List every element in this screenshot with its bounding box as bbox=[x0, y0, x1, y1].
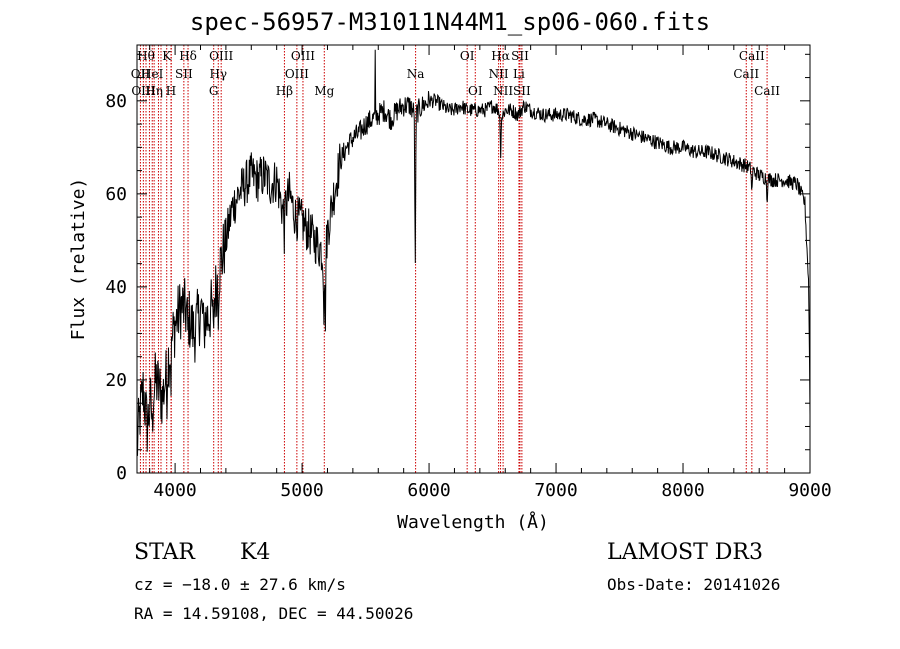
line-marker-label: SII bbox=[511, 49, 529, 63]
x-tick-label: 6000 bbox=[407, 480, 450, 501]
line-marker-label: HeI bbox=[141, 67, 164, 81]
redshift-velocity: cz = −18.0 ± 27.6 km/s bbox=[134, 575, 346, 594]
x-axis-label: Wavelength (Å) bbox=[397, 511, 549, 533]
line-marker-label: OIII bbox=[209, 49, 233, 63]
line-marker-label: Na bbox=[407, 67, 425, 81]
spectrum-line bbox=[136, 49, 811, 456]
line-marker-label: OI bbox=[468, 84, 483, 98]
coordinates: RA = 14.59108, DEC = 44.50026 bbox=[134, 604, 414, 623]
observation-date: Obs-Date: 20141026 bbox=[607, 575, 781, 594]
y-tick-label: 40 bbox=[105, 277, 127, 298]
line-marker-label: OIII bbox=[285, 67, 309, 81]
line-marker-label: Mg bbox=[314, 84, 334, 98]
y-axis-label: Flux (relative) bbox=[68, 178, 89, 341]
chart-title: spec-56957-M31011N44M1_sp06-060.fits bbox=[189, 8, 711, 36]
line-marker-label: OII bbox=[131, 67, 151, 81]
plot-frame bbox=[136, 44, 811, 474]
x-tick-label: 8000 bbox=[661, 480, 704, 501]
line-marker-label: NII bbox=[493, 84, 513, 98]
line-marker-label: Hα bbox=[491, 49, 510, 63]
line-marker-label: SII bbox=[175, 67, 193, 81]
y-tick-label: 60 bbox=[105, 184, 127, 205]
x-tick-label: 7000 bbox=[534, 480, 577, 501]
line-marker-label: Li bbox=[513, 67, 525, 81]
x-axis-ticks: 4000 5000 6000 7000 8000 9000 bbox=[149, 45, 832, 501]
line-marker-label: SII bbox=[513, 84, 531, 98]
line-marker-label: Hη bbox=[145, 84, 163, 98]
line-marker-label: Hβ bbox=[276, 84, 293, 98]
y-axis-ticks: 0 20 40 60 80 bbox=[105, 53, 810, 484]
line-marker-label: OI bbox=[460, 49, 475, 63]
line-marker-label: K bbox=[162, 49, 172, 63]
line-marker-label: NII bbox=[489, 67, 509, 81]
y-tick-label: 80 bbox=[105, 91, 127, 112]
survey-name: LAMOST DR3 bbox=[607, 540, 763, 565]
line-marker-label: Hδ bbox=[179, 49, 197, 63]
x-tick-label: 4000 bbox=[153, 480, 196, 501]
line-marker-label: CaII bbox=[739, 49, 765, 63]
line-marker-label: Hγ bbox=[209, 67, 227, 81]
line-marker-label: OIII bbox=[291, 49, 315, 63]
line-marker-label: Hθ bbox=[137, 49, 155, 63]
line-marker-label: CaII bbox=[733, 67, 759, 81]
line-marker-label: G bbox=[209, 84, 219, 98]
object-subclass: K4 bbox=[240, 540, 271, 565]
x-tick-label: 5000 bbox=[280, 480, 323, 501]
line-marker-label: H bbox=[166, 84, 176, 98]
x-tick-label: 9000 bbox=[788, 480, 831, 501]
line-marker-label: CaII bbox=[754, 84, 780, 98]
line-marker-labels: OIIOIIIHθHeIHηKHSIIHδGHγOIIIHβOIIIOIIIMg… bbox=[131, 49, 780, 98]
y-tick-label: 20 bbox=[105, 370, 127, 391]
object-class: STAR bbox=[134, 540, 195, 565]
y-tick-label: 0 bbox=[116, 463, 127, 484]
